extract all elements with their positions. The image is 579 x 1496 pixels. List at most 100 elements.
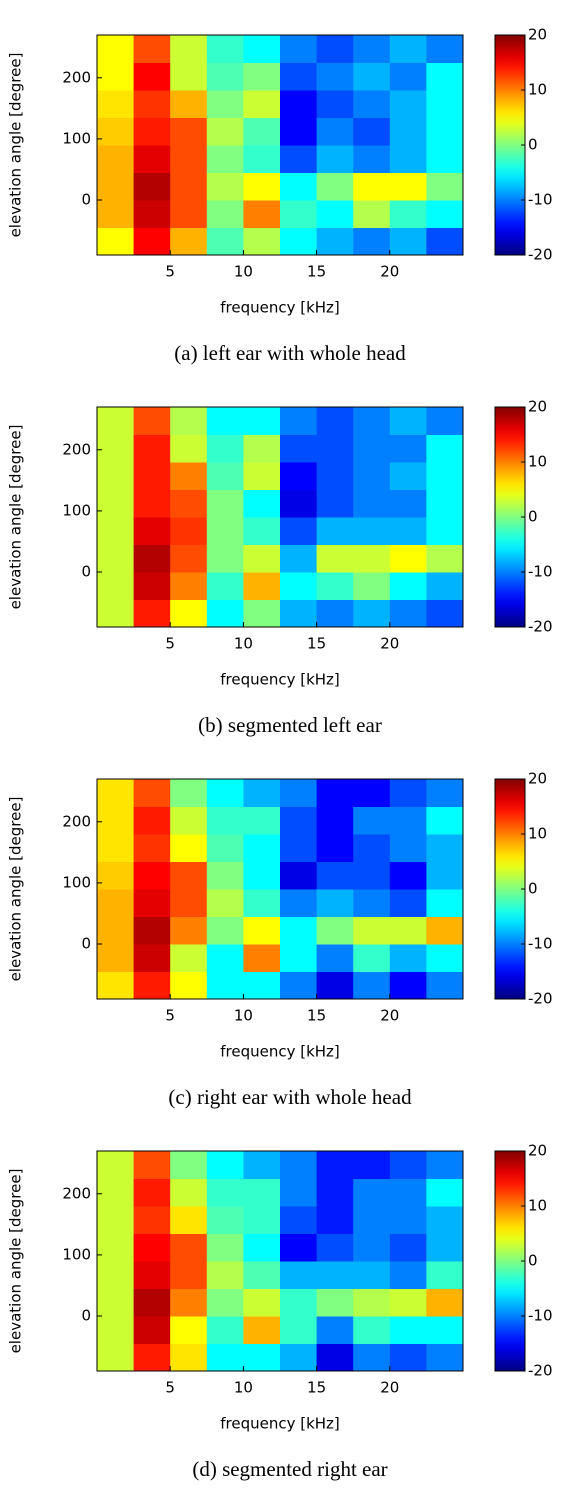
heat-cell [243, 599, 281, 628]
heat-cell [133, 1316, 171, 1344]
heat-cell [389, 544, 427, 573]
y-tick-label: 200 [62, 68, 91, 86]
heat-cell [316, 779, 354, 807]
heat-cell [280, 90, 318, 118]
heat-cell [353, 1151, 391, 1179]
heat-cell [353, 62, 391, 91]
y-tick-label: 0 [81, 935, 91, 953]
heat-cell [170, 889, 208, 917]
heat-cell [426, 806, 464, 835]
heat-cell [243, 489, 281, 518]
heat-cell [353, 1233, 391, 1262]
heat-cell [206, 944, 244, 972]
heat-cell [243, 944, 281, 972]
colorbar-tick-label: -10 [528, 935, 553, 953]
heat-cell [426, 517, 464, 545]
heat-cell [206, 1261, 244, 1289]
y-tick-label: 0 [81, 1307, 91, 1325]
heat-cell [243, 1316, 281, 1344]
heat-cell [133, 1233, 171, 1262]
x-tick-label: 15 [307, 635, 326, 653]
heat-cell [243, 834, 281, 862]
heat-cell [353, 227, 391, 256]
heat-cell [426, 145, 464, 173]
x-tick-label: 5 [165, 263, 175, 281]
heat-cell [389, 434, 427, 463]
heat-cell [389, 35, 427, 63]
heat-cell [280, 1343, 318, 1372]
heat-cell [426, 834, 464, 862]
heat-cell [280, 779, 318, 807]
colorbar [494, 406, 526, 628]
heat-cell [426, 1343, 464, 1372]
heat-cell [316, 200, 354, 228]
heat-cell [170, 916, 208, 945]
caption: (a) left ear with whole head [174, 341, 406, 365]
x-tick-label: 15 [307, 1007, 326, 1025]
heat-cell [133, 572, 171, 600]
heat-cell [316, 572, 354, 600]
heat-cell [353, 1178, 391, 1207]
colorbar-tick-label: -10 [528, 563, 553, 581]
x-tick-label: 5 [165, 635, 175, 653]
heat-cell [243, 200, 281, 228]
heat-cell [426, 35, 464, 63]
heat-cell [97, 407, 135, 435]
heat-cell [97, 1151, 135, 1179]
heat-cell [133, 1261, 171, 1289]
heat-cell [243, 779, 281, 807]
heat-cell [316, 1178, 354, 1207]
heat-cell [170, 861, 208, 890]
heat-cell [280, 599, 318, 628]
colorbar-tick-label: -20 [528, 618, 553, 636]
heat-cell [316, 1316, 354, 1344]
heat-cell [133, 916, 171, 945]
y-tick-label: 200 [62, 1184, 91, 1202]
heat-cell [243, 1151, 281, 1179]
heat-cell [133, 517, 171, 545]
heat-cell [206, 916, 244, 945]
heat-cell [316, 1288, 354, 1317]
heat-cell [426, 1178, 464, 1207]
heat-cell [133, 806, 171, 835]
heat-cell [97, 944, 135, 972]
heat-cell [353, 517, 391, 545]
colorbar [494, 34, 526, 256]
heat-cell [316, 599, 354, 628]
heat-cell [206, 1316, 244, 1344]
heat-cell [353, 35, 391, 63]
heat-cell [389, 145, 427, 173]
heat-cell [353, 806, 391, 835]
heat-cell [97, 1261, 135, 1289]
x-axis-label: frequency [kHz] [220, 1043, 340, 1061]
x-tick-label: 20 [380, 1007, 399, 1025]
heat-cell [206, 35, 244, 63]
heat-cell [389, 407, 427, 435]
heat-cell [316, 227, 354, 256]
y-axis-label: elevation angle [degree] [7, 797, 25, 982]
heat-cell [133, 1288, 171, 1317]
y-tick-label: 200 [62, 812, 91, 830]
colorbar-tick-label: 20 [528, 26, 547, 44]
heat-cell [170, 806, 208, 835]
heat-cell [133, 1151, 171, 1179]
heat-cell [389, 1343, 427, 1372]
heat-cell [97, 117, 135, 146]
heat-cell [97, 462, 135, 490]
heat-cell [133, 889, 171, 917]
heat-cell [243, 62, 281, 91]
heat-cell [97, 572, 135, 600]
heat-cell [389, 861, 427, 890]
heat-cell [426, 200, 464, 228]
heat-cell [353, 117, 391, 146]
heat-cell [133, 861, 171, 890]
heat-cell [316, 944, 354, 972]
heat-cell [206, 117, 244, 146]
heat-cell [426, 62, 464, 91]
heat-cell [426, 1288, 464, 1317]
colorbar-tick-label: 20 [528, 398, 547, 416]
heat-cell [426, 916, 464, 945]
axes-frame [96, 778, 464, 1000]
heat-cell [353, 572, 391, 600]
